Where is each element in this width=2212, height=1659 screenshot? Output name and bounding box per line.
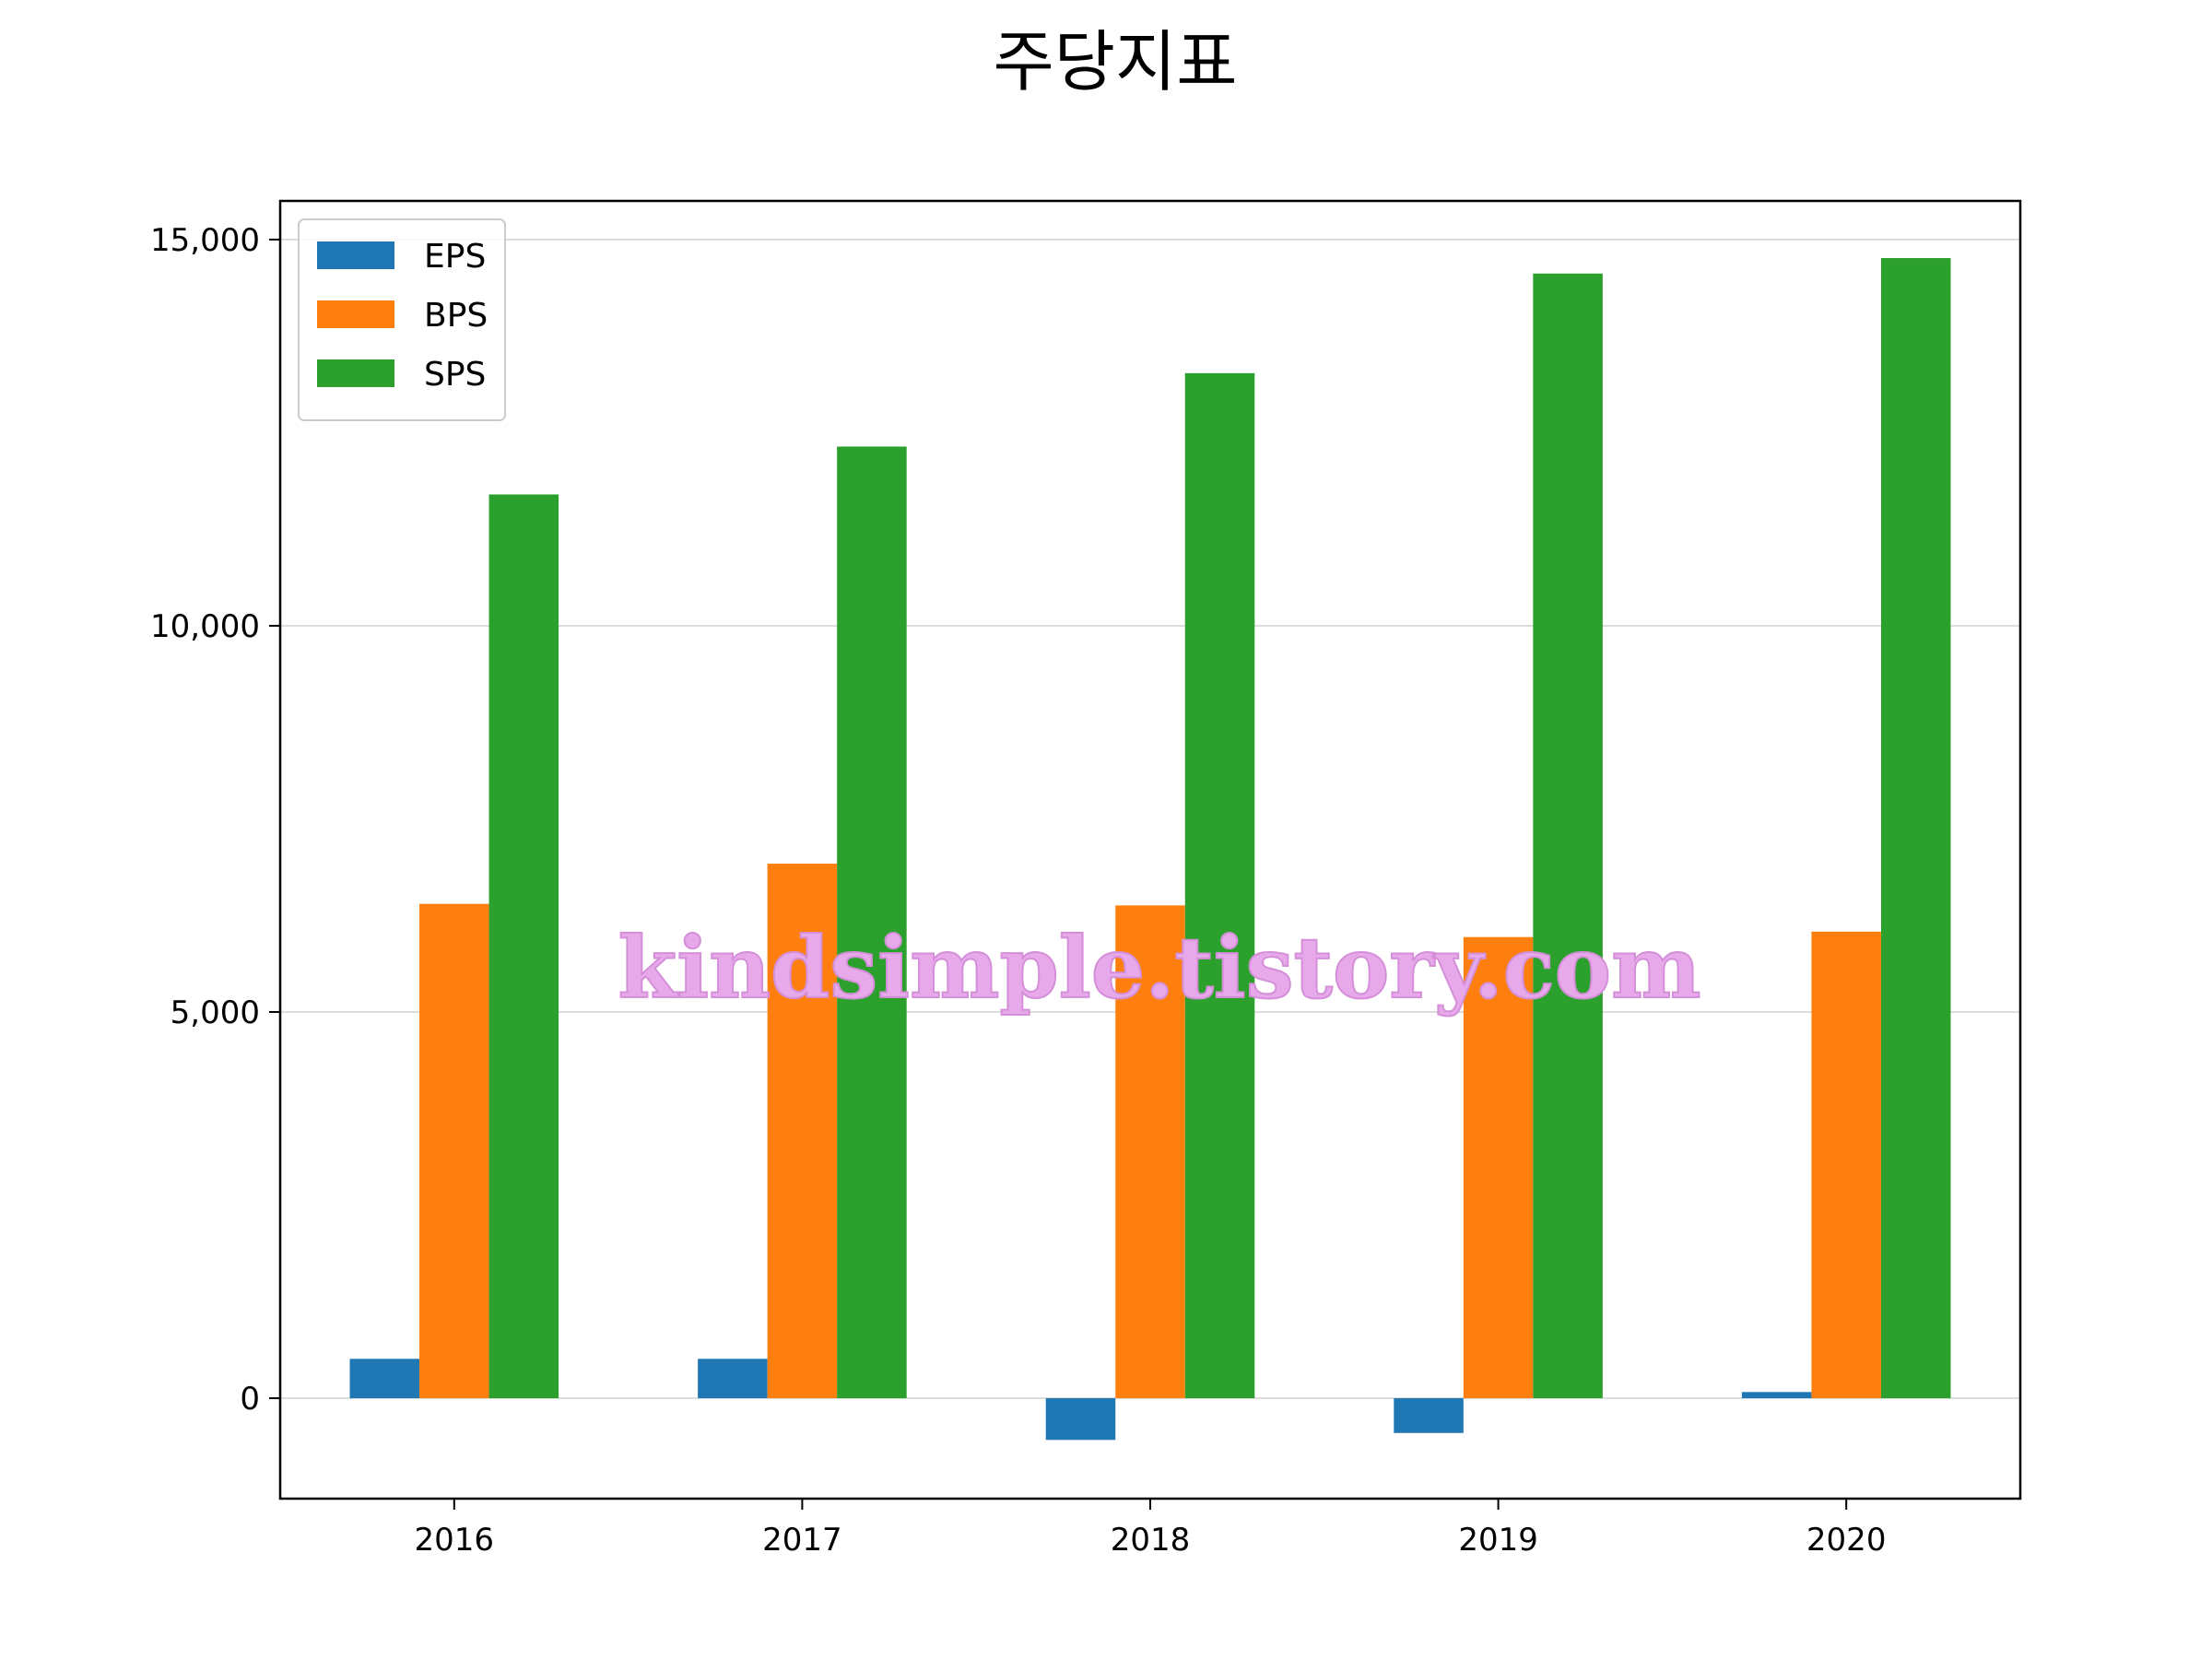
bar-eps-2016 xyxy=(349,1359,420,1399)
x-tick-label: 2019 xyxy=(1458,1522,1538,1559)
bar-eps-2020 xyxy=(1741,1392,1812,1399)
y-tick-label: 15,000 xyxy=(150,222,260,259)
bar-bps-2017 xyxy=(767,864,838,1399)
bar-bps-2016 xyxy=(419,903,489,1399)
x-tick-label: 2016 xyxy=(415,1522,495,1559)
y-axis: 0 5,000 10,000 15,000 xyxy=(150,222,280,1418)
bar-sps-2019 xyxy=(1533,273,1603,1399)
bar-bps-2018 xyxy=(1115,905,1185,1399)
bar-sps-2018 xyxy=(1184,372,1255,1399)
legend-swatch-sps xyxy=(317,359,394,387)
legend: EPS BPS SPS xyxy=(298,218,506,421)
bar-eps-2018 xyxy=(1045,1398,1116,1441)
y-tick-label: 10,000 xyxy=(150,608,260,645)
bar-sps-2020 xyxy=(1880,258,1951,1399)
bar-bps-2020 xyxy=(1811,931,1881,1399)
legend-swatch-eps xyxy=(317,241,394,269)
chart-title: 주당지표 xyxy=(994,23,1238,100)
legend-swatch-bps xyxy=(317,300,394,328)
legend-label-sps: SPS xyxy=(424,356,486,394)
bar-eps-2019 xyxy=(1394,1398,1464,1433)
y-tick-label: 0 xyxy=(240,1381,260,1418)
x-axis: 2016 2017 2018 2019 2020 xyxy=(415,1499,1887,1559)
x-tick-label: 2018 xyxy=(1111,1522,1191,1559)
bars xyxy=(349,258,1951,1441)
y-tick-label: 5,000 xyxy=(171,994,260,1031)
watermark: kindsimple.tistory.com xyxy=(618,918,1700,1018)
bar-eps-2017 xyxy=(698,1359,768,1399)
legend-label-eps: EPS xyxy=(424,238,486,276)
x-tick-label: 2017 xyxy=(762,1522,842,1559)
x-tick-label: 2020 xyxy=(1806,1522,1887,1559)
bar-sps-2016 xyxy=(488,494,559,1399)
legend-label-bps: BPS xyxy=(424,297,488,335)
bar-bps-2019 xyxy=(1463,936,1534,1399)
bar-sps-2017 xyxy=(837,446,907,1399)
